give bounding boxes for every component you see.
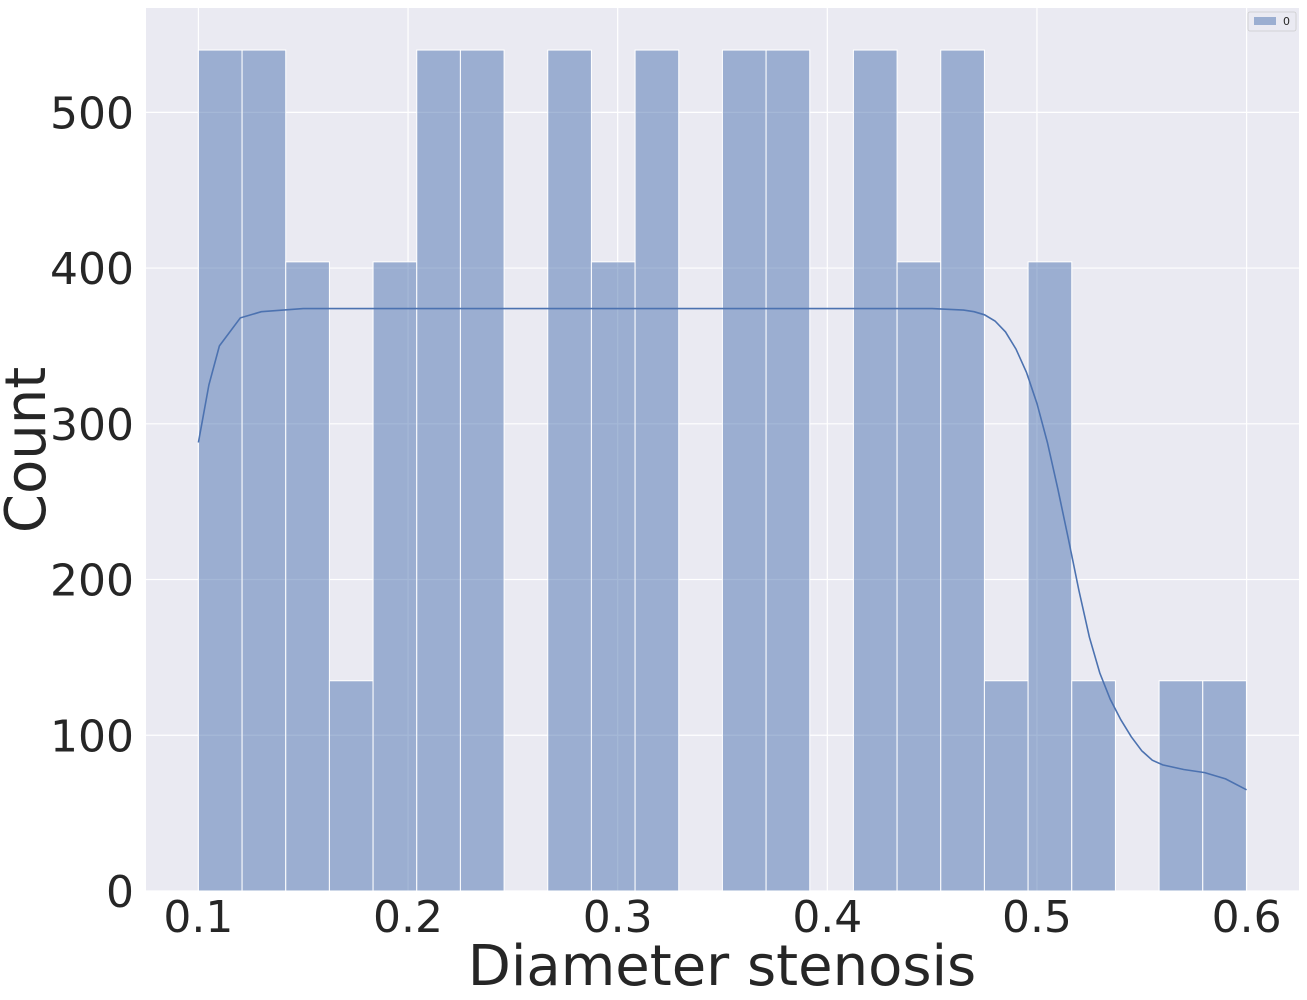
histogram-bar	[721, 49, 767, 892]
y-tick-label: 100	[50, 711, 134, 762]
y-tick-label: 300	[50, 400, 134, 451]
legend-swatch	[1254, 17, 1276, 25]
histogram-bar	[634, 49, 680, 892]
histogram-bar	[1027, 261, 1073, 892]
histogram-bar	[765, 49, 811, 892]
y-axis-ticks: 0 100 200 300 400 500	[50, 88, 134, 918]
histogram-bar	[241, 49, 287, 892]
legend: 0	[1247, 11, 1297, 32]
histogram-bar	[459, 49, 505, 892]
histogram-bar	[1071, 680, 1116, 892]
histogram-bar	[416, 49, 461, 892]
histogram-bar	[852, 49, 898, 892]
histogram-bar	[983, 680, 1029, 892]
histogram-bar	[197, 49, 243, 892]
x-tick-label: 0.1	[163, 892, 233, 943]
y-axis-label: Count	[0, 367, 59, 533]
histogram-bar	[372, 261, 418, 892]
x-tick-label: 0.4	[792, 892, 862, 943]
histogram-bar	[940, 49, 985, 892]
y-tick-label: 500	[50, 88, 134, 139]
kde-line	[197, 307, 1247, 791]
histogram-bar	[328, 680, 374, 892]
x-tick-label: 0.3	[583, 892, 653, 943]
histogram-bar	[547, 49, 592, 892]
legend-entry: 0	[1283, 15, 1290, 28]
x-tick-label: 0.2	[373, 892, 443, 943]
y-tick-label: 0	[106, 867, 134, 918]
histogram-bars	[197, 49, 1247, 892]
histogram-bar	[285, 261, 330, 892]
x-axis-label: Diameter stenosis	[468, 934, 976, 999]
y-tick-label: 400	[50, 244, 134, 295]
x-tick-label: 0.6	[1212, 892, 1282, 943]
histogram-bar	[590, 261, 636, 892]
histogram-bar	[1158, 680, 1204, 892]
histogram-bar	[1202, 680, 1247, 892]
x-tick-label: 0.5	[1002, 892, 1072, 943]
y-tick-label: 200	[50, 556, 134, 607]
histogram-bar	[896, 261, 942, 892]
x-axis-ticks: 0.1 0.2 0.3 0.4 0.5 0.6	[163, 892, 1281, 943]
